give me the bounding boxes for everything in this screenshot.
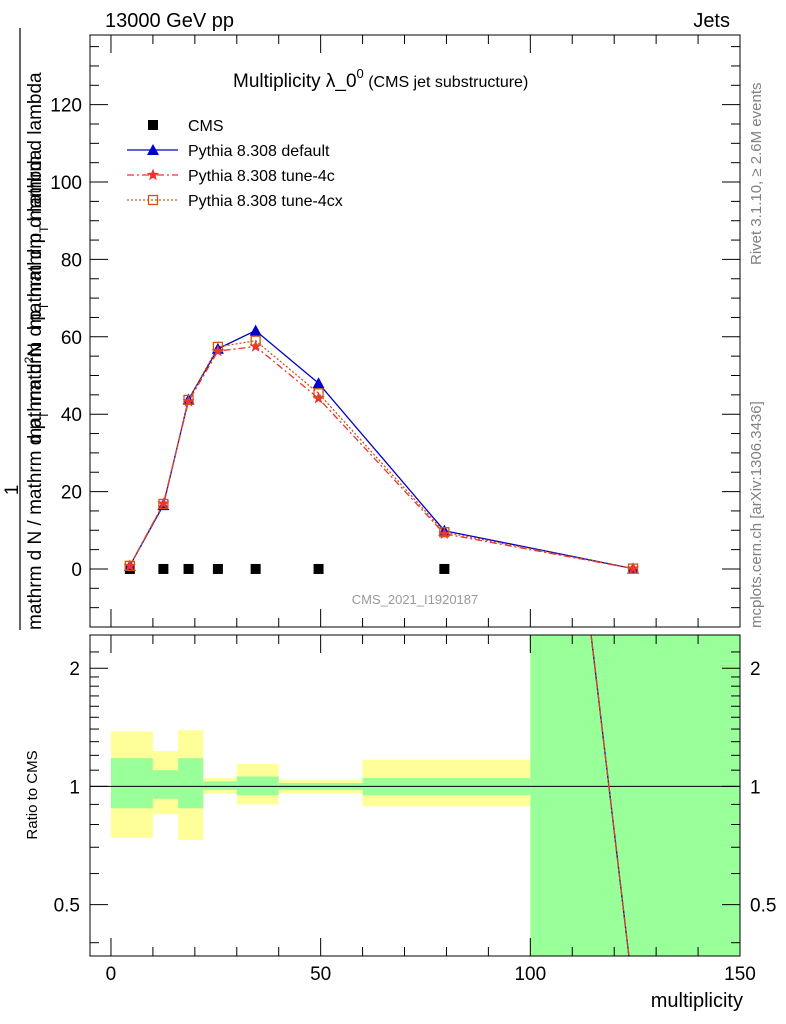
main-ytick-label: 120 xyxy=(50,96,82,117)
point-pythia-8-308-tune-4cx xyxy=(212,341,224,353)
ratio-band-inner xyxy=(152,770,179,799)
ratio-band-inner xyxy=(203,781,237,790)
energy-label: 13000 GeV pp xyxy=(105,10,234,32)
ylabel-bottom-sub: T xyxy=(37,411,51,419)
ratio-band-inner xyxy=(110,758,153,809)
main-ytick-label: 80 xyxy=(61,250,82,271)
ratio-line-pythia-8-308-tune-4cx xyxy=(590,634,630,957)
ratio-band-inner xyxy=(236,776,279,796)
point-pythia-8-308-tune-4c xyxy=(438,527,451,539)
legend: CMS Pythia 8.308 default Pythia 8.308 tune… xyxy=(127,118,343,210)
point-cms xyxy=(313,563,324,574)
ratio-ylabel: Ratio to CMS xyxy=(24,750,41,839)
ratio-ytick-label: 1 xyxy=(69,777,80,798)
rivet-label: Rivet 3.1.10, ≥ 2.6M events xyxy=(748,83,765,266)
main-series-lines xyxy=(129,329,634,570)
ylabel-denominator-long: mathrm d N / mathrm d pT mathrm d pT mat… xyxy=(25,149,51,630)
point-pythia-8-308-tune-4cx xyxy=(627,563,639,574)
legend-marker-pythia-8-308-default xyxy=(147,144,159,155)
point-pythia-8-308-tune-4c xyxy=(626,562,640,574)
process-label: Jets xyxy=(693,10,730,32)
main-plot-frame xyxy=(89,34,741,628)
point-pythia-8-308-tune-4cx xyxy=(439,527,450,538)
ylabel-numerator-b: N xyxy=(25,343,46,357)
point-cms xyxy=(439,563,450,574)
point-pythia-8-308-tune-4cx xyxy=(250,335,261,346)
ratio-plot-frame xyxy=(89,634,741,957)
ratio-ytick-label-right: 2 xyxy=(750,659,761,680)
ylabel-denominator-sub: T xyxy=(37,225,51,233)
ratio-band-inner xyxy=(178,758,204,809)
point-cms xyxy=(212,563,223,574)
point-pythia-8-308-tune-4cx xyxy=(158,498,169,510)
x-axis-label: multiplicity xyxy=(651,990,743,1012)
legend-label-pythia-8-308-default: Pythia 8.308 default xyxy=(188,143,330,160)
ratio-series-lines xyxy=(590,634,630,957)
analysis-watermark: CMS_2021_I1920187 xyxy=(352,592,479,607)
ratio-ytick-label: 0.5 xyxy=(54,896,80,917)
ylabel-denominator-b: mathrm d lambda xyxy=(25,72,46,226)
chart-title-sup: 0 xyxy=(357,66,364,81)
legend-label-pythia-8-308-tune-4cx: Pythia 8.308 tune-4cx xyxy=(188,193,343,210)
x-tick-label: 100 xyxy=(514,964,546,985)
ratio-axis-ticks: 0.5 0.5 1 1 2 2 0 50 100 150 xyxy=(54,635,776,985)
ylabel-one: 1 xyxy=(2,485,23,496)
mcplots-label: mcplots.cern.ch [arXiv:1306.3436] xyxy=(748,401,765,628)
legend-label-cms: CMS xyxy=(188,118,224,135)
x-tick-label: 0 xyxy=(106,964,117,985)
main-ytick-label: 40 xyxy=(61,405,82,426)
main-ytick-label: 0 xyxy=(71,560,82,581)
ylabel-numerator: mathrm d2N‏mathrm d pT mathrm d lambda xyxy=(22,72,51,444)
chart-title: Multiplicity λ_00 (CMS jet substructure) xyxy=(233,66,528,92)
point-pythia-8-308-tune-4c xyxy=(123,559,136,572)
main-ytick-label: 20 xyxy=(61,483,82,504)
point-cms xyxy=(158,563,169,574)
legend-label-pythia-8-308-tune-4c: Pythia 8.308 tune-4c xyxy=(188,168,335,185)
point-cms xyxy=(183,563,194,574)
ylabel-numerator-a: mathrm d xyxy=(25,363,46,443)
ylabel-bottom-c: mathrm d lambda xyxy=(25,149,46,303)
point-pythia-8-308-tune-4c xyxy=(211,344,225,357)
main-ytick-label: 100 xyxy=(50,173,82,194)
point-pythia-8-308-default xyxy=(249,324,262,336)
ylabel-denominator-a: mathrm d p xyxy=(25,233,46,329)
ylabel-bottom-a: mathrm d N / mathrm d p xyxy=(25,419,46,630)
legend-marker-pythia-8-308-tune-4cx xyxy=(147,194,159,206)
main-series-markers xyxy=(123,324,640,574)
ylabel-bottom-sub2: T xyxy=(37,302,51,310)
ratio-ytick-label-right: 0.5 xyxy=(750,896,776,917)
chart-title-sub: (CMS jet substructure) xyxy=(364,74,528,91)
legend-marker-cms xyxy=(148,120,158,130)
ratio-uncertainty-bands xyxy=(90,635,740,956)
ratio-ytick-label: 2 xyxy=(69,659,80,680)
ylabel-numerator-sup: 2 xyxy=(22,356,36,363)
point-pythia-8-308-tune-4cx xyxy=(124,560,135,572)
x-tick-label: 150 xyxy=(724,964,756,985)
ratio-panel: 0.5 0.5 1 1 2 2 0 50 100 150 Ratio to CMS multipl… xyxy=(24,634,776,1012)
main-ylabel: 1 mathrm d2N‏mathrm d pT mathrm d lambda… xyxy=(2,28,51,630)
main-axis-ticks: 0 20 40 60 80 100 120 xyxy=(50,35,741,627)
main-ytick-label: 60 xyxy=(61,328,82,349)
point-cms xyxy=(250,563,261,574)
ratio-band-inner xyxy=(530,635,740,956)
point-pythia-8-308-tune-4cx xyxy=(183,394,194,406)
chart-title-main: Multiplicity λ_0 xyxy=(233,71,357,92)
legend-marker-pythia-8-308-tune-4c xyxy=(146,168,160,181)
ylabel-bottom-b: mathrm d p xyxy=(25,310,46,411)
x-tick-label: 50 xyxy=(310,964,331,985)
point-pythia-8-308-tune-4cx xyxy=(313,388,324,399)
line-pythia-8-308-tune-4cx xyxy=(129,340,634,570)
point-pythia-8-308-tune-4c xyxy=(157,497,170,509)
point-pythia-8-308-tune-4c xyxy=(182,394,195,407)
main-panel: 0 20 40 60 80 100 120 CMS_2021_I1920187 Multip… xyxy=(50,34,741,628)
line-pythia-8-308-default xyxy=(129,329,634,570)
ratio-ytick-label-right: 1 xyxy=(750,777,761,798)
point-pythia-8-308-default xyxy=(312,377,325,389)
point-pythia-8-308-tune-4c xyxy=(249,340,262,352)
